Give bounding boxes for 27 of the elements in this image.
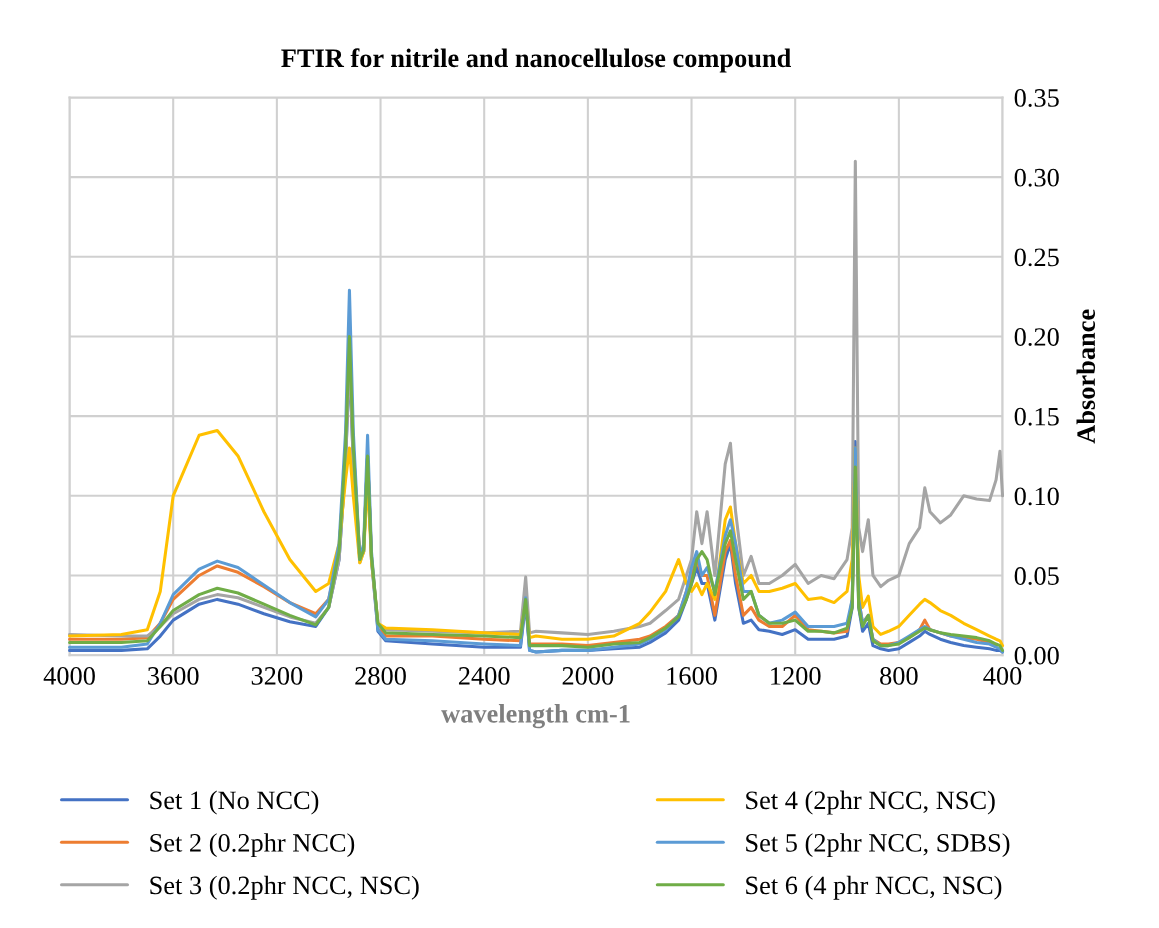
y-tick-label: 0.35 [1014,89,1059,107]
legend-label: Set 1 (No NCC) [150,790,319,815]
x-tick-label: 400 [983,667,1022,685]
y-tick-label: 0.25 [1014,248,1059,267]
y-tick-label: 0.30 [1014,168,1059,187]
y-tick-label: 0.05 [1014,567,1059,586]
chart-title: FTIR for nitrile and nanocellulose compound [281,48,791,73]
y-tick-label: 0.15 [1014,407,1059,426]
x-tick-label: 2000 [562,667,614,685]
x-axis-title: wavelength cm-1 [441,704,630,729]
y-tick-label: 0.20 [1014,328,1059,346]
x-tick-label: 2400 [458,667,510,685]
legend-label: Set 3 (0.2phr NCC, NSC) [150,875,419,900]
x-tick-label: 2800 [355,667,406,685]
x-tick-label: 3200 [251,667,303,685]
y-tick-label: 0.10 [1014,487,1059,506]
x-tick-label: 800 [880,667,918,685]
legend-label: Set 4 (2phr NCC, NSC) [746,790,995,815]
legend-label: Set 6 (4 phr NCC, NSC) [746,875,1002,900]
y-tick-label: 0.00 [1014,646,1059,665]
x-tick-label: 4000 [43,667,95,685]
y-axis-title: Absorbance [1076,309,1096,444]
x-tick-label: 1600 [667,667,717,685]
legend-label: Set 5 (2phr NCC, SDBS) [746,833,1010,858]
x-tick-label: 3600 [148,667,199,685]
x-tick-label: 1200 [771,667,821,685]
legend-label: Set 2 (0.2phr NCC) [150,833,355,858]
